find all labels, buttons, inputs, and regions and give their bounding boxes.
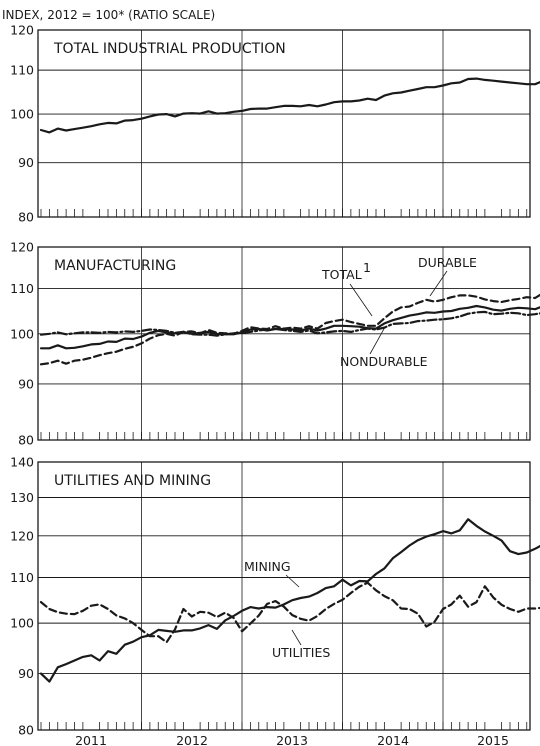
panel-frame [37,461,531,731]
panel-3: 80 90 100 110 120 130 140 UTILITIES AND MINING M… [10,455,540,738]
x-year-label: 2011 [75,733,107,746]
y-tick-label: 80 [18,210,34,225]
series-line-dash-dot [39,310,540,337]
panel-2: 80 90 100 110 120 MANUFACTURING TOTAL 1 DURABLE N… [10,240,540,448]
leader-utilities [291,629,302,646]
y-tick-label: 100 [10,616,34,631]
x-year-label: 2012 [176,733,208,746]
annotation-total: TOTAL [321,267,362,282]
y-tick-label: 100 [10,326,34,341]
annotation-durable: DURABLE [418,255,477,270]
y-tick-label: 90 [18,376,34,391]
panel-frame [37,29,531,218]
panel-title: TOTAL INDUSTRIAL PRODUCTION [53,41,286,57]
annotation-footnote-marker: 1 [363,260,371,275]
y-tick-label: 80 [18,433,34,448]
series-line-solid [39,304,540,350]
leader-durable [429,270,448,297]
leader-total [349,283,373,317]
panel-title: MANUFACTURING [54,258,176,274]
leader-mining [285,574,300,588]
panel-frame [37,246,531,441]
panel-1: 80 90 100 110 120 TOTAL INDUSTRIAL PRODUCTION [10,23,540,225]
y-tick-label: 120 [10,23,34,38]
y-tick-label: 80 [18,723,34,738]
y-tick-label: 90 [18,666,34,681]
y-tick-label: 130 [10,490,34,505]
chart-panels: 80 90 100 110 120 TOTAL INDUSTRIAL PRODUCTION… [10,23,540,746]
x-year-label: 2013 [276,733,308,746]
panel-title: UTILITIES AND MINING [54,473,211,489]
annotation-utilities: UTILITIES [272,645,330,660]
y-tick-label: 110 [10,570,34,585]
x-year-label: 2014 [377,733,409,746]
annotation-mining: MINING [244,559,291,574]
y-tick-label: 120 [10,528,34,543]
x-year-label: 2015 [477,733,509,746]
y-tick-label: 120 [10,240,34,255]
y-tick-label: 90 [18,155,34,170]
series-line-solid [39,77,540,134]
index-header-label: INDEX, 2012 = 100* (RATIO SCALE) [2,8,215,22]
y-tick-label: 100 [10,107,34,122]
leader-nondurable [369,326,386,355]
series-line-dashed [39,581,540,644]
series-line-dashed [39,293,540,366]
y-tick-label: 110 [10,281,34,296]
series-line-solid [39,518,540,683]
annotation-nondurable: NONDURABLE [340,354,428,369]
y-tick-label: 110 [10,63,34,78]
y-tick-label: 140 [10,455,34,470]
